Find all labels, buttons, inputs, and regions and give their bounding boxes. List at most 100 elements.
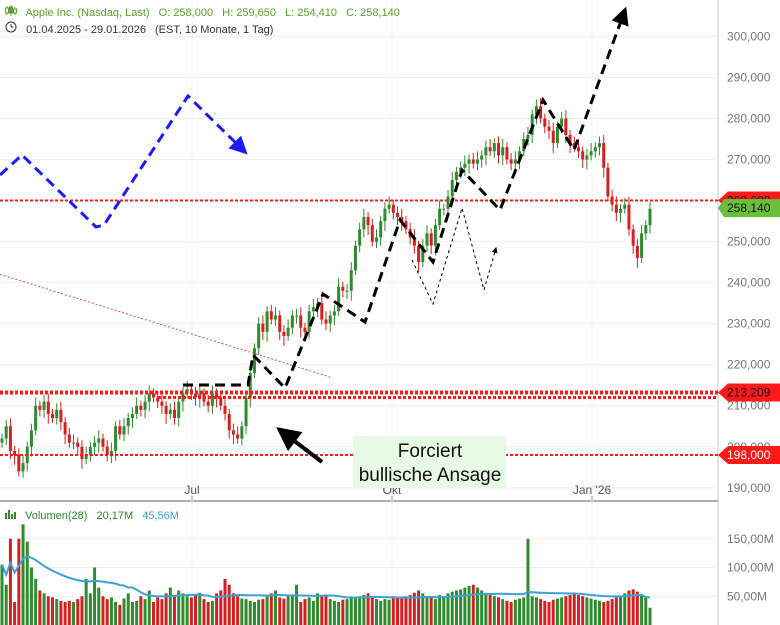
candle-body	[206, 401, 210, 406]
instrument-name[interactable]: Apple Inc. (Nasdaq, Last)	[25, 7, 150, 19]
candle-body	[417, 245, 421, 263]
candle-body	[564, 118, 568, 135]
candle-body	[560, 118, 564, 127]
volume-bar	[631, 589, 635, 625]
price-tick-label: 210,000	[727, 399, 771, 413]
price-tick-label: 290,000	[727, 70, 771, 84]
volume-bar	[38, 590, 42, 625]
candle-body	[299, 315, 303, 328]
candle-body	[640, 233, 644, 258]
volume-bar	[160, 599, 164, 625]
candle-body	[286, 327, 290, 336]
volume-bar	[223, 579, 227, 625]
volume-bar	[13, 602, 17, 625]
volume-bar	[370, 597, 374, 625]
candle-body	[602, 143, 606, 168]
candle-body	[295, 315, 299, 317]
volume-bar	[34, 579, 38, 625]
candle-body	[425, 233, 429, 246]
volume-bar	[303, 599, 307, 625]
volume-bar	[240, 598, 244, 625]
volume-bar	[513, 599, 517, 625]
volume-bar	[202, 599, 206, 625]
volume-bar	[210, 600, 214, 625]
volume-tick-label: 150,00M	[727, 532, 774, 546]
candle-body	[101, 438, 105, 447]
x-tick-label: Jan '26	[573, 483, 612, 497]
price-tick-label: 270,000	[727, 153, 771, 167]
volume-bar	[345, 599, 349, 625]
candle-body	[181, 393, 185, 402]
candle-body	[543, 118, 547, 127]
volume-bar	[530, 596, 534, 625]
level-label: 198,000	[727, 448, 771, 462]
candle-body	[93, 442, 97, 447]
candle-body	[29, 430, 33, 447]
candle-body	[8, 426, 12, 451]
candle-body	[370, 225, 374, 242]
volume-bar	[109, 597, 113, 625]
candle-body	[421, 245, 425, 263]
date-range[interactable]: 01.04.2025 - 29.01.2026	[26, 24, 146, 36]
volume-bar	[0, 564, 4, 625]
black-dashed-path	[183, 6, 629, 391]
candle-body	[55, 409, 59, 419]
volume-bar	[589, 598, 593, 625]
volume-header: Volumen(28) 20,17M 45,56M	[5, 509, 185, 522]
candle-body	[168, 409, 172, 414]
candle-body	[139, 405, 143, 410]
candle-body	[114, 426, 118, 451]
candle-body	[513, 159, 517, 164]
volume-bar	[194, 595, 198, 625]
candle-body	[109, 450, 113, 455]
volume-bar	[80, 596, 84, 625]
volume-bar	[265, 596, 269, 625]
volume-bar	[67, 600, 71, 625]
candle-body	[614, 204, 618, 213]
candle-body	[332, 311, 336, 316]
candle-body	[337, 286, 341, 312]
volume-bar	[425, 596, 429, 625]
volume-bar	[181, 593, 185, 625]
price-tick-label: 190,000	[727, 481, 771, 495]
volume-bar	[383, 599, 387, 625]
open-value: O: 258,000	[158, 7, 214, 19]
volume-bar	[374, 599, 378, 625]
volume-bar	[572, 593, 576, 625]
level-label-bg	[718, 445, 780, 464]
volume-bar	[156, 597, 160, 625]
volume-bar	[282, 598, 286, 625]
candle-body	[353, 245, 357, 271]
volume-bar	[130, 602, 134, 625]
candle-body	[88, 446, 92, 455]
volume-bar	[640, 595, 644, 625]
candle-body	[118, 426, 122, 435]
volume-bar	[328, 599, 332, 625]
volume-bar	[42, 593, 46, 625]
candle-body	[324, 319, 328, 324]
volume-bar	[475, 587, 479, 625]
price-tick-label: 240,000	[727, 276, 771, 290]
candlestick-icon	[5, 5, 17, 19]
volume-bar	[147, 590, 151, 625]
volume-bar	[635, 591, 639, 625]
volume-bar	[189, 597, 193, 625]
header-line-2: 01.04.2025 - 29.01.2026 (EST, 10 Monate,…	[5, 21, 279, 36]
volume-bar	[539, 599, 543, 625]
candle-body	[311, 307, 315, 312]
volume-bar	[412, 592, 416, 625]
volume-bar	[139, 596, 143, 625]
candle-body	[198, 393, 202, 398]
trendline	[0, 273, 331, 378]
candle-body	[627, 204, 631, 230]
volume-bar	[555, 598, 559, 625]
candle-body	[67, 434, 71, 443]
candle-body	[328, 315, 332, 324]
candle-body	[72, 442, 76, 444]
volume-bar	[286, 596, 290, 625]
volume-bar	[564, 596, 568, 625]
volume-bar	[299, 602, 303, 625]
volume-bar	[46, 596, 50, 625]
candle-body	[450, 180, 454, 197]
candle-body	[484, 147, 488, 156]
